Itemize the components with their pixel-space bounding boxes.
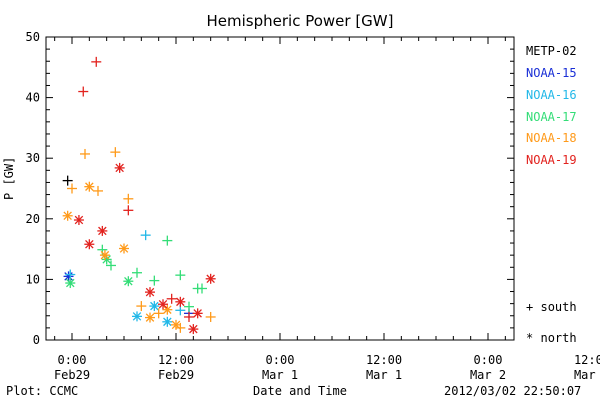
y-tick-label: 30 <box>26 151 40 165</box>
south-point-noaa-19 <box>123 205 134 216</box>
legend-item-noaa-17: NOAA-17 <box>526 110 577 124</box>
x-tick-date-label: Feb29 <box>158 368 194 382</box>
north-point-noaa-19 <box>145 287 155 298</box>
south-point-noaa-17 <box>197 283 207 294</box>
north-point-noaa-19 <box>192 308 203 319</box>
x-tick-date-label: Mar 1 <box>262 368 298 382</box>
data-marks <box>62 56 216 335</box>
x-tick-date-label: Mar 2 <box>574 368 600 382</box>
x-axis-label: Date and Time <box>253 384 347 398</box>
north-point-noaa-19 <box>114 162 125 173</box>
north-point-noaa-18 <box>84 181 95 192</box>
south-point-noaa-19 <box>78 86 89 97</box>
x-tick-label: 12:00 <box>574 353 600 367</box>
north-point-noaa-16 <box>149 301 160 312</box>
star-marker-icon: * <box>526 331 534 345</box>
south-point-noaa-18 <box>153 308 164 319</box>
north-point-noaa-16 <box>132 311 142 322</box>
south-point-noaa-17 <box>132 267 142 278</box>
south-point-noaa-19 <box>166 293 177 304</box>
south-point-noaa-18 <box>136 301 147 312</box>
symbol-label-south: south <box>540 300 577 314</box>
legend-item-noaa-15: NOAA-15 <box>526 66 577 80</box>
y-tick-label: 10 <box>26 272 40 286</box>
north-point-noaa-18 <box>62 210 73 221</box>
south-point-noaa-16 <box>140 230 151 241</box>
legend-item-noaa-19: NOAA-19 <box>526 153 577 167</box>
north-point-noaa-19 <box>97 225 108 236</box>
north-point-noaa-19 <box>84 239 95 250</box>
y-tick-label: 20 <box>26 212 40 226</box>
x-tick-label: 0:00 <box>474 353 503 367</box>
south-point-noaa-17 <box>184 301 194 312</box>
north-point-noaa-18 <box>119 243 129 254</box>
south-point-noaa-18 <box>67 183 77 194</box>
south-point-noaa-18 <box>93 185 103 196</box>
north-point-noaa-18 <box>162 304 173 315</box>
plot-timestamp: 2012/03/02 22:50:07 <box>444 384 582 398</box>
south-point-noaa-18 <box>123 193 134 204</box>
x-tick-label: 0:00 <box>266 353 295 367</box>
north-point-noaa-15 <box>63 271 74 282</box>
north-point-noaa-19 <box>205 273 216 284</box>
north-point-noaa-19 <box>73 215 84 226</box>
south-point-noaa-18 <box>80 148 90 159</box>
north-point-noaa-19 <box>175 296 186 307</box>
north-point-noaa-17 <box>123 276 134 287</box>
plot-frame <box>45 36 515 341</box>
y-tick-label: 50 <box>26 30 40 44</box>
plus-marker-icon: + <box>526 300 534 314</box>
south-point-noaa-18 <box>110 147 121 158</box>
south-point-noaa-17 <box>162 235 173 246</box>
legend-item-noaa-18: NOAA-18 <box>526 131 577 145</box>
x-tick-label: 12:00 <box>366 353 402 367</box>
north-point-noaa-19 <box>188 324 199 335</box>
chart-title: Hemispheric Power [GW] <box>206 12 394 30</box>
south-point-noaa-17 <box>175 270 186 281</box>
north-point-noaa-18 <box>99 250 110 261</box>
south-point-noaa-17 <box>149 275 160 286</box>
x-tick-label: 0:00 <box>58 353 87 367</box>
x-tick-label: 12:00 <box>158 353 194 367</box>
south-point-noaa-16 <box>175 305 186 316</box>
symbol-item-north: * north <box>526 331 577 345</box>
plot-credit: Plot: CCMC <box>6 384 79 398</box>
north-point-noaa-16 <box>162 316 173 327</box>
south-point-noaa-16 <box>65 269 76 280</box>
north-point-noaa-19 <box>158 299 168 310</box>
south-point-noaa-18 <box>205 311 216 322</box>
north-point-noaa-17 <box>101 254 112 265</box>
x-tick-date-label: Mar 1 <box>366 368 402 382</box>
symbol-item-south: + south <box>526 300 577 314</box>
north-point-noaa-18 <box>145 312 155 323</box>
south-point-metp-02 <box>62 175 73 186</box>
y-tick-label: 40 <box>26 91 40 105</box>
legend-item-metp-02: METP-02 <box>526 44 577 58</box>
north-point-noaa-17 <box>65 278 76 289</box>
symbol-label-north: north <box>540 331 577 345</box>
x-tick-date-label: Feb29 <box>54 368 90 382</box>
x-tick-date-label: Mar 2 <box>470 368 506 382</box>
legend-item-noaa-16: NOAA-16 <box>526 88 577 102</box>
south-point-noaa-19 <box>91 56 102 67</box>
south-point-noaa-19 <box>184 311 194 322</box>
south-point-noaa-18 <box>175 322 186 333</box>
y-tick-label: 0 <box>33 333 40 347</box>
south-point-noaa-17 <box>106 260 116 271</box>
y-axis-label: P [GW] <box>2 156 16 200</box>
